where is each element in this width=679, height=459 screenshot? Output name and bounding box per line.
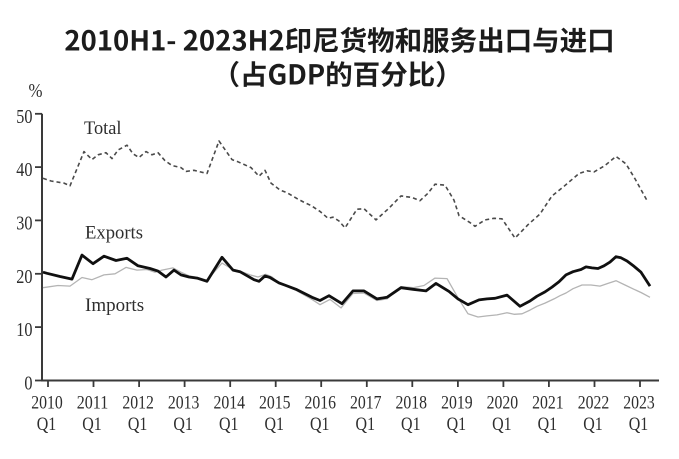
svg-text:20: 20	[16, 266, 32, 288]
svg-text:2020: 2020	[487, 393, 519, 414]
svg-text:2015: 2015	[259, 393, 291, 414]
svg-text:Q1: Q1	[37, 414, 57, 435]
svg-text:40: 40	[16, 159, 32, 181]
svg-text:Q1: Q1	[629, 414, 649, 435]
svg-text:Q1: Q1	[492, 414, 512, 435]
svg-text:Q1: Q1	[310, 414, 330, 435]
svg-text:2022: 2022	[578, 393, 610, 414]
svg-text:Q1: Q1	[538, 414, 558, 435]
svg-text:2012: 2012	[122, 393, 154, 414]
svg-text:Q1: Q1	[219, 414, 239, 435]
svg-text:2023: 2023	[623, 393, 655, 414]
svg-text:Total: Total	[84, 118, 122, 139]
svg-text:Q1: Q1	[173, 414, 193, 435]
svg-text:Imports: Imports	[85, 295, 144, 316]
svg-text:2014: 2014	[213, 393, 245, 414]
svg-text:Exports: Exports	[85, 223, 143, 244]
svg-text:2021: 2021	[532, 393, 564, 414]
svg-text:2019: 2019	[441, 393, 473, 414]
svg-text:Q1: Q1	[401, 414, 421, 435]
svg-text:2017: 2017	[350, 393, 382, 414]
svg-text:2018: 2018	[396, 393, 428, 414]
svg-text:10: 10	[16, 319, 32, 341]
svg-text:Q1: Q1	[264, 414, 284, 435]
svg-text:%: %	[29, 81, 43, 102]
svg-text:50: 50	[16, 106, 32, 128]
svg-text:Q1: Q1	[583, 414, 603, 435]
svg-text:2016: 2016	[304, 393, 336, 414]
svg-text:2013: 2013	[168, 393, 200, 414]
svg-text:Q1: Q1	[128, 414, 148, 435]
svg-text:Q1: Q1	[82, 414, 102, 435]
svg-text:30: 30	[16, 212, 32, 234]
svg-text:Q1: Q1	[356, 414, 376, 435]
svg-text:2011: 2011	[77, 393, 109, 414]
svg-text:2010: 2010	[31, 393, 63, 414]
svg-text:0: 0	[24, 373, 32, 395]
svg-text:Q1: Q1	[447, 414, 467, 435]
